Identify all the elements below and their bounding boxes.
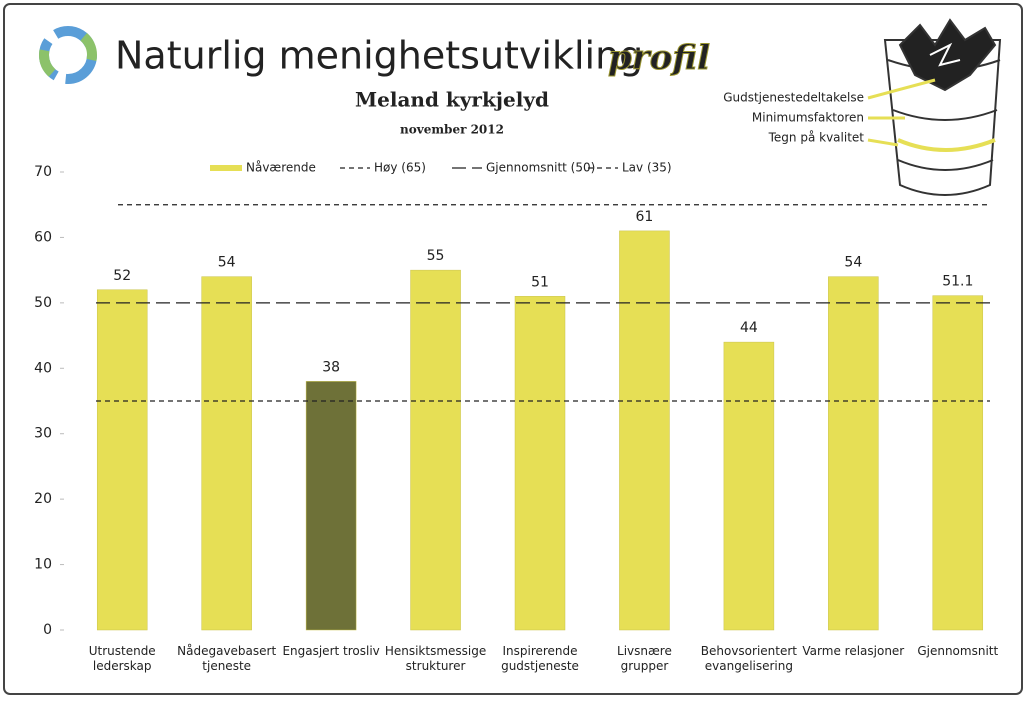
x-tick-label: Inspirerende gudstjeneste <box>480 644 600 674</box>
subtitle: Meland kyrkjelyd <box>355 88 549 112</box>
legend-label: Lav (35) <box>622 161 672 175</box>
x-tick-label: Varme relasjoner <box>793 644 913 659</box>
legend-swatch <box>210 165 242 171</box>
x-tick-label: Utrustende lederskap <box>62 644 182 674</box>
bar <box>933 296 983 630</box>
legend-label: Gjennomsnitt (50) <box>486 161 595 175</box>
chart: Naturlig menighetsutvikling profil Melan… <box>0 0 1028 704</box>
x-tick-label: Livsnære grupper <box>584 644 704 674</box>
x-tick-label: Gjennomsnitt <box>898 644 1018 659</box>
value-label: 54 <box>844 255 862 271</box>
bar <box>202 277 252 630</box>
annotation: Gudstjenestedeltakelse <box>723 91 864 105</box>
legend-label: Nåværende <box>246 161 316 175</box>
bar <box>724 342 774 630</box>
bar <box>97 290 147 630</box>
bar <box>411 270 461 630</box>
value-label: 54 <box>218 255 236 271</box>
y-tick-label: 10 <box>34 557 52 573</box>
value-label: 38 <box>322 359 340 375</box>
value-label: 55 <box>427 248 445 264</box>
bar <box>828 277 878 630</box>
x-tick-label: Nådegavebasert tjeneste <box>167 644 287 674</box>
logo <box>44 31 92 79</box>
y-tick-label: 30 <box>34 426 52 442</box>
page: Naturlig menighetsutvikling profil Melan… <box>0 0 1028 704</box>
value-label: 52 <box>113 268 131 284</box>
value-label: 44 <box>740 320 758 336</box>
y-tick-label: 70 <box>34 164 52 180</box>
barrel <box>868 20 1000 195</box>
x-tick-label: Behovsorientert evangelisering <box>689 644 809 674</box>
value-label: 61 <box>636 209 654 225</box>
bar <box>306 381 356 630</box>
chart-title-accent: profil <box>608 38 710 78</box>
y-tick-label: 50 <box>34 295 52 311</box>
value-label: 51 <box>531 274 549 290</box>
annotation: Tegn på kvalitet <box>768 131 865 145</box>
x-tick-label: Engasjert trosliv <box>271 644 391 659</box>
bar <box>515 296 565 630</box>
y-tick-label: 0 <box>43 622 52 638</box>
bar <box>619 231 669 630</box>
x-tick-label: Hensiktsmessige strukturer <box>376 644 496 674</box>
value-label: 51.1 <box>942 274 973 290</box>
y-tick-label: 20 <box>34 491 52 507</box>
legend-label: Høy (65) <box>374 161 426 175</box>
annotation: Minimumsfaktoren <box>752 111 864 125</box>
y-tick-label: 40 <box>34 360 52 376</box>
date: november 2012 <box>400 123 504 137</box>
y-tick-label: 60 <box>34 229 52 245</box>
chart-title: Naturlig menighetsutvikling <box>115 34 643 78</box>
